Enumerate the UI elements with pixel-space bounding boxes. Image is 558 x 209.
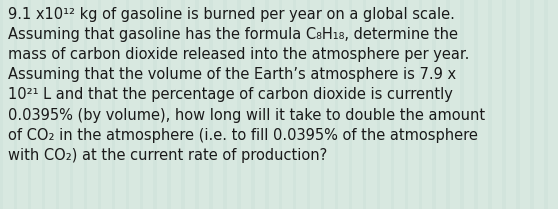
Bar [84, 0, 87, 209]
Text: 9.1 x10¹² kg of gasoline is burned per year on a global scale.
Assuming that gas: 9.1 x10¹² kg of gasoline is burned per y… [8, 7, 485, 163]
Bar [112, 0, 115, 209]
Bar [279, 0, 282, 209]
Bar [195, 0, 199, 209]
Bar [474, 0, 478, 209]
Bar [377, 0, 380, 209]
Bar [349, 0, 352, 209]
Bar [460, 0, 464, 209]
Bar [126, 0, 129, 209]
Bar [363, 0, 366, 209]
Bar [418, 0, 422, 209]
Bar [223, 0, 227, 209]
Bar [432, 0, 436, 209]
Bar [405, 0, 408, 209]
Bar [209, 0, 213, 209]
Bar [0, 0, 3, 209]
Bar [28, 0, 31, 209]
Bar [181, 0, 185, 209]
Bar [446, 0, 450, 209]
Bar [307, 0, 310, 209]
Bar [488, 0, 492, 209]
Bar [293, 0, 296, 209]
Bar [70, 0, 73, 209]
Bar [14, 0, 17, 209]
Bar [251, 0, 254, 209]
Bar [321, 0, 324, 209]
Bar [391, 0, 394, 209]
Bar [502, 0, 506, 209]
Bar [56, 0, 59, 209]
Bar [98, 0, 101, 209]
Bar [516, 0, 519, 209]
Bar [167, 0, 171, 209]
Bar [42, 0, 45, 209]
Bar [237, 0, 240, 209]
Bar [335, 0, 338, 209]
Bar [544, 0, 547, 209]
Bar [530, 0, 533, 209]
Bar [140, 0, 143, 209]
Bar [265, 0, 268, 209]
Bar [153, 0, 157, 209]
